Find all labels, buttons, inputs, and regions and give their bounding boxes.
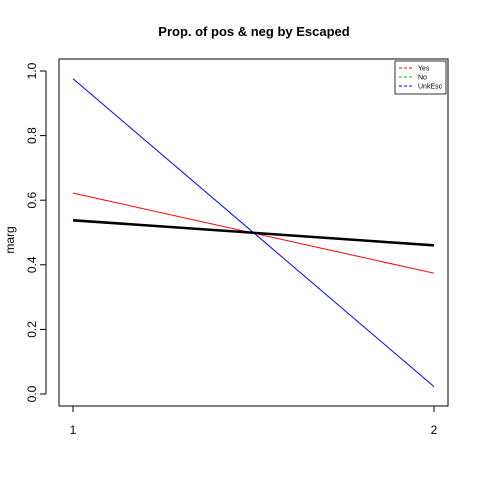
x-tick-label: 1 [70,423,77,437]
legend: Yes No UnkEsc [394,60,447,95]
series-line-overall [72,218,435,247]
legend-box [394,60,447,95]
y-tick-label: 0.0 [25,385,39,402]
y-tick-label: 0.4 [25,256,39,273]
y-tick-label: 0.2 [25,321,39,338]
y-axis: 0.0 0.2 0.4 0.6 0.8 1.0 [25,62,47,402]
legend-label: Yes [418,66,430,73]
y-axis-label: marg [3,226,17,253]
y-tick-label: 0.6 [25,192,39,209]
legend-label: No [418,75,427,82]
chart-title: Prop. of pos & neg by Escaped [158,24,349,39]
x-tick-label: 2 [431,423,438,437]
y-tick-label: 0.8 [25,127,39,144]
legend-label: UnkEsc [418,84,443,91]
y-tick-label: 1.0 [25,62,39,79]
series-lines [72,78,435,387]
